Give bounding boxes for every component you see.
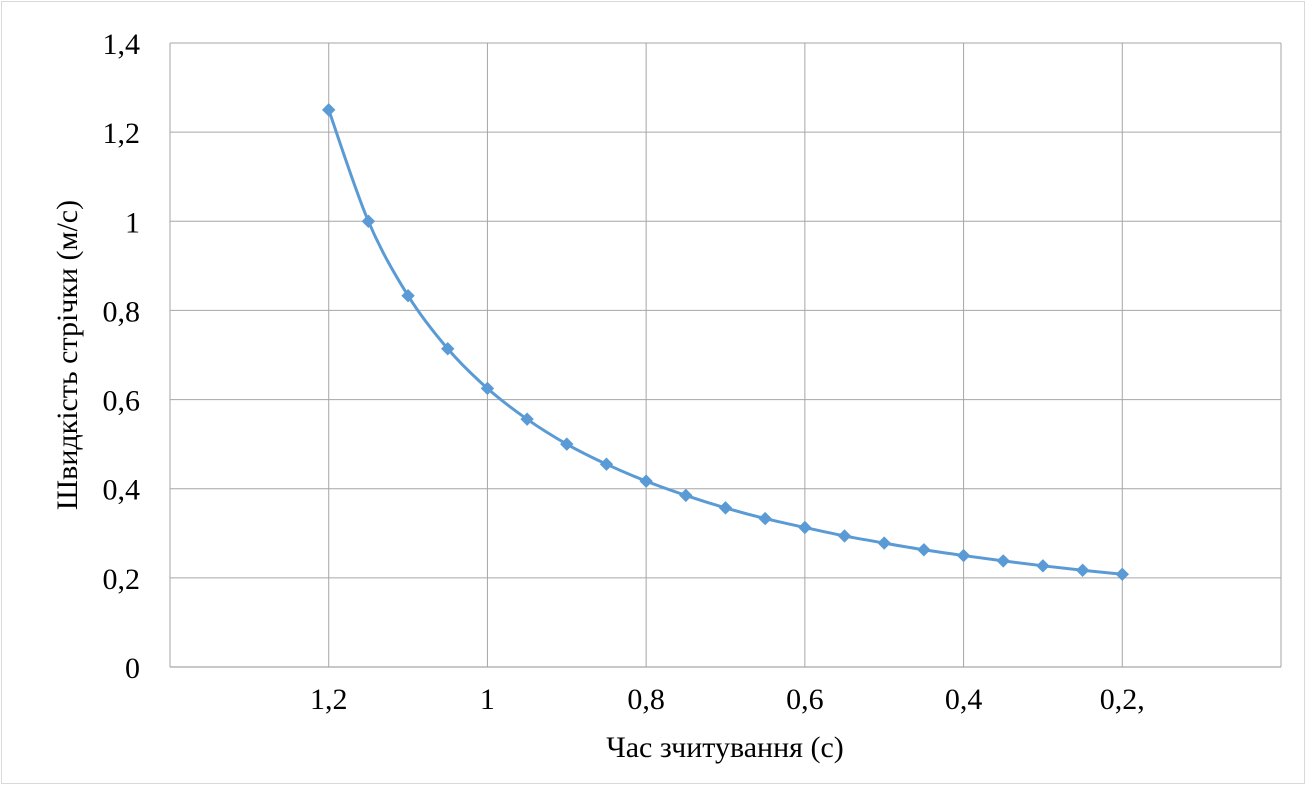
data-point-marker xyxy=(322,103,336,117)
series-layer xyxy=(322,103,1129,581)
x-tick-label: 1 xyxy=(480,683,495,716)
y-tick-label: 1,2 xyxy=(103,117,141,150)
data-point-marker xyxy=(1075,563,1090,577)
data-point-marker xyxy=(441,342,455,356)
y-tick-label: 0,2 xyxy=(103,563,141,596)
data-point-marker xyxy=(837,529,852,543)
y-tick-label: 0,6 xyxy=(103,385,141,418)
data-point-marker xyxy=(401,289,415,303)
data-point-marker xyxy=(361,214,376,228)
data-point-marker xyxy=(1036,559,1050,573)
gridlines xyxy=(169,42,1282,667)
x-tick-label: 0,8 xyxy=(627,683,665,716)
x-tick-label: 1,2 xyxy=(310,683,348,716)
data-point-marker xyxy=(1115,567,1129,581)
data-point-marker xyxy=(679,488,693,503)
data-point-marker xyxy=(480,381,495,396)
data-point-marker xyxy=(520,412,534,426)
y-tick-label: 0,8 xyxy=(103,295,141,328)
x-tick-label: 0,4 xyxy=(945,683,983,716)
data-point-marker xyxy=(996,554,1010,568)
y-axis-title: Швидкість стрічки (м/с) xyxy=(51,200,84,510)
data-point-marker xyxy=(877,536,891,550)
data-point-marker xyxy=(917,543,931,557)
y-tick-label: 1,4 xyxy=(103,28,141,61)
y-tick-label: 0,4 xyxy=(103,474,141,507)
data-point-marker xyxy=(560,437,574,451)
data-point-marker xyxy=(599,457,614,471)
data-point-marker xyxy=(798,520,812,535)
data-point-marker xyxy=(718,501,733,515)
x-tick-label: 0,2, xyxy=(1100,683,1145,716)
data-point-marker xyxy=(758,511,772,526)
data-point-marker xyxy=(956,548,971,563)
data-point-marker xyxy=(639,474,653,488)
x-tick-label: 0,6 xyxy=(786,683,824,716)
axes: 0 0,2 0,4 0,6 0,8 1 1,2 1,4 1,2 1 0,8 0,6 0,4 0,2, xyxy=(103,28,1281,716)
x-axis-title: Час зчитування (с) xyxy=(606,731,844,764)
y-tick-label: 1 xyxy=(125,206,140,239)
y-tick-label: 0 xyxy=(125,652,140,685)
